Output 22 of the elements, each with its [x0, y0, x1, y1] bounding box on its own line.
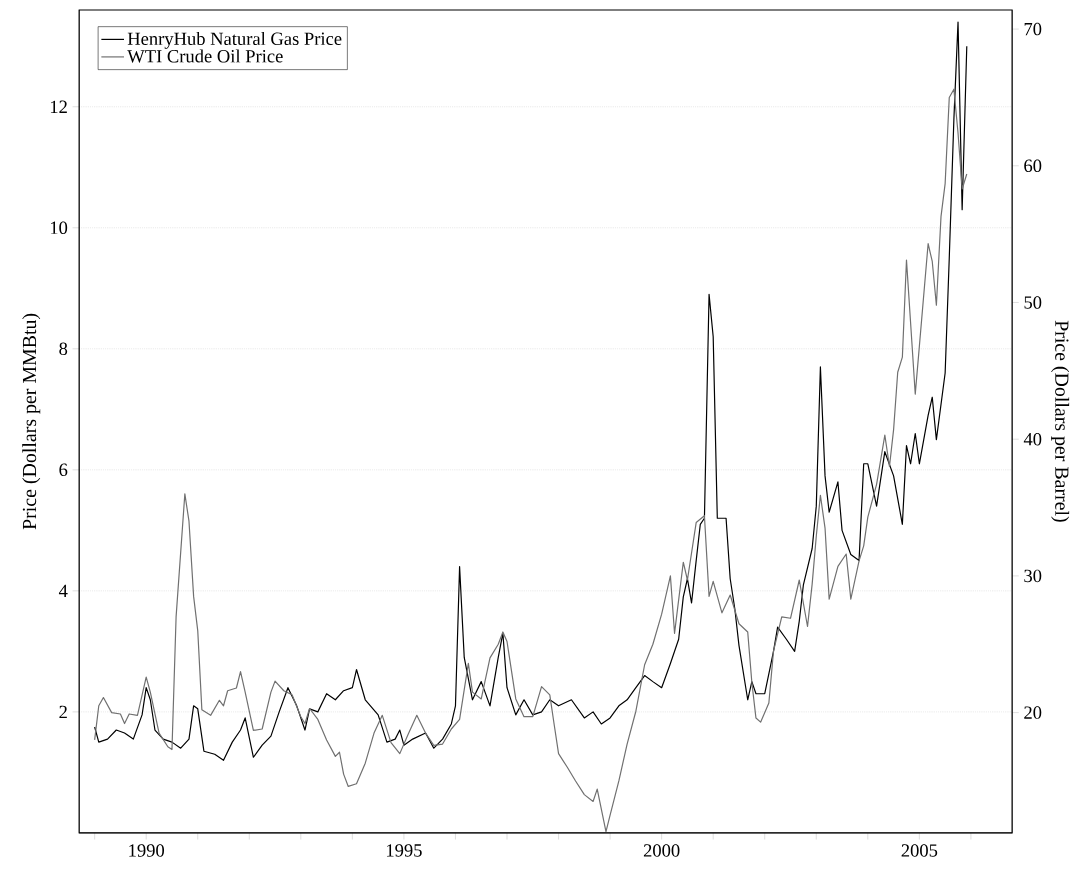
legend-label: HenryHub Natural Gas Price	[127, 32, 342, 50]
y2-tick-label: 50	[1024, 296, 1042, 309]
y-tick-label: 2	[59, 705, 67, 719]
y-tick-label: 4	[58, 584, 68, 598]
y-tick-label: 12	[50, 100, 67, 114]
y2-axis-title: Price (Dollars per Barrel)	[1051, 320, 1070, 522]
y2-tick-label: 30	[1024, 569, 1042, 583]
legend-label: WTI Crude Oil Price	[127, 49, 283, 63]
x-tick-label: 1990	[129, 844, 165, 857]
y2-tick-label: 70	[1024, 22, 1042, 36]
x-tick-label: 2000	[643, 844, 680, 857]
x-tick-label: 2005	[901, 844, 938, 857]
y2-tick-label: 60	[1024, 159, 1042, 173]
y2-tick-label: 40	[1023, 433, 1042, 446]
line-series	[94, 88, 968, 833]
y2-tick-label: 20	[1024, 706, 1042, 720]
y-tick-label: 8	[59, 342, 68, 356]
y-axis-title: Price (Dollars per MMBtu)	[22, 313, 41, 530]
line-series	[94, 21, 968, 762]
x-tick-label: 1995	[386, 844, 422, 857]
y-tick-label: 10	[50, 221, 68, 235]
y-tick-label: 6	[59, 463, 68, 477]
